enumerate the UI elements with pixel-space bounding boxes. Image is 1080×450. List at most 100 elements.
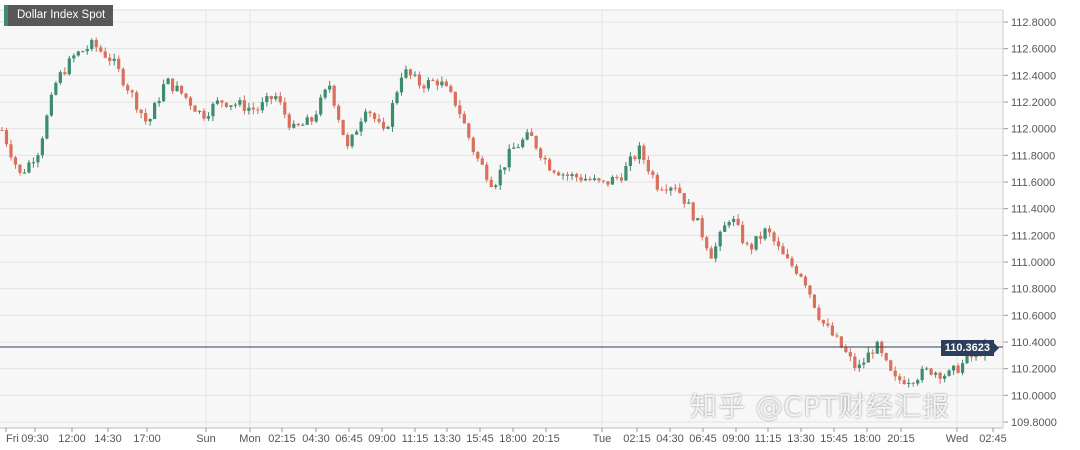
x-tick-label: Sun	[196, 433, 216, 445]
x-tick-label: 11:15	[755, 433, 782, 445]
y-tick-label: 110.2000	[1011, 364, 1056, 376]
candle-body	[664, 189, 668, 191]
candle-body	[301, 124, 305, 126]
candle-body	[359, 121, 363, 132]
x-tick-label: 04:30	[302, 433, 330, 445]
candle-body	[292, 123, 296, 128]
y-tick-label: 112.2000	[1011, 97, 1056, 109]
x-tick-label: 09:30	[21, 433, 49, 445]
candle-body	[610, 176, 615, 185]
candle-body	[907, 382, 911, 385]
watermark: 知乎 @CPT财经汇报	[690, 392, 951, 423]
candle-body	[781, 246, 785, 255]
candle-body	[467, 123, 471, 138]
candle-body	[785, 254, 790, 259]
candle-body	[660, 189, 664, 191]
candle-body	[934, 372, 938, 375]
candle-body	[175, 85, 179, 92]
candle-body	[90, 39, 94, 50]
candle-body	[27, 162, 31, 173]
candle-body	[449, 86, 453, 92]
candle-body	[871, 352, 875, 354]
candle-body	[399, 77, 404, 93]
candle-body	[969, 355, 974, 358]
candle-body	[40, 138, 44, 156]
candle-body	[126, 85, 130, 91]
chart-title: Dollar Index Spot	[4, 5, 114, 26]
candle-body	[583, 178, 588, 181]
candle-body	[844, 347, 848, 353]
candle-body	[893, 370, 897, 377]
candle-body	[965, 355, 969, 364]
candle-body	[749, 244, 754, 250]
candle-body	[220, 100, 224, 103]
candle-body	[99, 47, 103, 52]
candle-body	[790, 258, 794, 267]
candle-body	[260, 102, 264, 111]
candle-body	[556, 172, 561, 176]
candle-body	[22, 172, 27, 174]
candle-body	[570, 174, 574, 176]
candle-body	[390, 103, 395, 127]
candle-body	[103, 51, 107, 58]
candle-body	[426, 80, 431, 89]
x-tick-label: 18:00	[499, 433, 527, 445]
candle-body	[45, 115, 49, 139]
candle-body	[121, 68, 125, 86]
candle-body	[889, 360, 893, 371]
candle-body	[709, 248, 713, 259]
x-tick-label: 02:15	[623, 433, 651, 445]
candle-body	[521, 139, 525, 148]
candle-body	[112, 58, 116, 61]
candle-body	[485, 164, 489, 180]
candle-body	[669, 187, 673, 191]
candle-body	[0, 130, 4, 131]
candle-body	[808, 285, 812, 295]
candle-body	[902, 380, 906, 385]
candle-body	[94, 39, 98, 48]
candle-body	[4, 130, 9, 145]
x-tick-label: 12:00	[58, 433, 86, 445]
candle-body	[108, 57, 112, 61]
candle-body	[812, 294, 817, 308]
candle-body	[705, 237, 709, 249]
candle-body	[732, 218, 736, 222]
candle-body	[911, 382, 915, 384]
candle-body	[866, 352, 870, 363]
candle-body	[525, 132, 529, 140]
x-tick-label: Fri	[6, 433, 19, 445]
candle-body	[354, 131, 359, 135]
candle-body	[76, 51, 80, 56]
candle-body	[36, 155, 40, 163]
candle-body	[951, 365, 956, 371]
candle-body	[49, 94, 53, 116]
candle-body	[417, 74, 422, 86]
candle-body	[821, 319, 826, 324]
candle-body	[539, 148, 543, 158]
candle-body	[81, 51, 85, 53]
candle-body	[431, 80, 435, 82]
candle-body	[929, 368, 933, 375]
x-tick-label: 06:45	[335, 433, 363, 445]
candle-body	[943, 375, 947, 379]
candle-body	[592, 178, 597, 181]
plot-area	[0, 10, 1003, 428]
candle-body	[323, 89, 327, 98]
candle-body	[543, 157, 547, 160]
candle-body	[875, 341, 879, 354]
candle-body	[332, 85, 336, 106]
x-tick-label: 15:45	[466, 433, 494, 445]
candle-body	[363, 111, 368, 122]
candle-body	[494, 185, 498, 188]
candle-body	[440, 81, 444, 86]
candle-body	[63, 72, 67, 75]
candle-body	[166, 78, 170, 85]
candle-body	[826, 323, 830, 326]
candle-body	[458, 105, 462, 115]
candle-body	[606, 181, 610, 185]
candle-body	[386, 126, 390, 129]
y-tick-label: 110.8000	[1011, 284, 1056, 296]
candle-body	[224, 102, 229, 107]
x-tick-label: 04:30	[656, 433, 684, 445]
